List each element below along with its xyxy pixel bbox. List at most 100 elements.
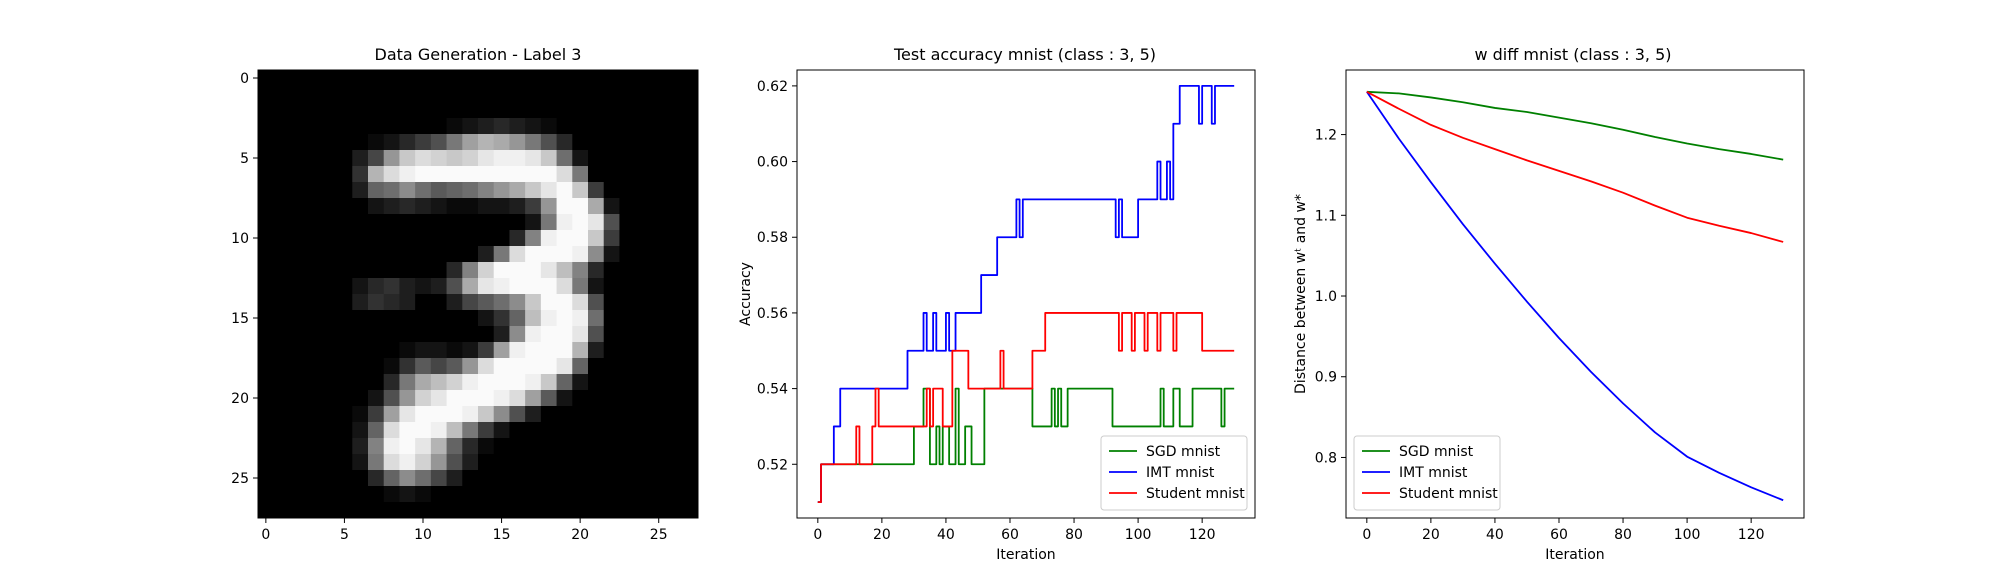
- heatmap-cell: [556, 454, 573, 471]
- heatmap-cell: [399, 134, 416, 151]
- heatmap-xtick-label: 10: [414, 527, 432, 543]
- heatmap-cell: [682, 134, 699, 151]
- heatmap-cell: [556, 294, 573, 311]
- heatmap-cell: [478, 326, 495, 343]
- heatmap-cell: [383, 182, 400, 199]
- heatmap-cell: [415, 422, 432, 439]
- heatmap-cell: [320, 438, 337, 455]
- heatmap-cell: [635, 86, 652, 103]
- heatmap-cell: [415, 70, 432, 87]
- accuracy-ytick-label: 0.60: [757, 155, 788, 171]
- heatmap-cell: [399, 86, 416, 103]
- heatmap-cell: [273, 118, 290, 135]
- heatmap-cell: [635, 358, 652, 375]
- heatmap-cell: [320, 342, 337, 359]
- heatmap-cell: [509, 134, 526, 151]
- heatmap-cell: [462, 422, 479, 439]
- heatmap-cell: [462, 358, 479, 375]
- heatmap-cell: [368, 470, 385, 487]
- heatmap-cell: [635, 326, 652, 343]
- heatmap-cell: [258, 70, 275, 87]
- accuracy-panel: Test accuracy mnist (class : 3, 5) 0 20 40…: [738, 45, 1256, 563]
- heatmap-cell: [540, 182, 557, 199]
- heatmap-cell: [603, 198, 620, 215]
- heatmap-cell: [305, 406, 322, 423]
- heatmap-cell: [493, 198, 510, 215]
- heatmap-cell: [603, 502, 620, 519]
- heatmap-cell: [650, 470, 667, 487]
- heatmap-cell: [336, 134, 353, 151]
- heatmap-cell: [525, 390, 542, 407]
- heatmap-cell: [635, 374, 652, 391]
- heatmap-cell: [258, 166, 275, 183]
- heatmap-cell: [635, 134, 652, 151]
- heatmap-frame: [257, 69, 699, 519]
- heatmap-cell: [478, 134, 495, 151]
- wdiff-ytick-label: 1.0: [1315, 289, 1337, 305]
- heatmap-xtick-label: 0: [261, 527, 270, 543]
- heatmap-cell: [572, 374, 589, 391]
- heatmap-cell: [493, 230, 510, 247]
- heatmap-cell: [525, 182, 542, 199]
- heatmap-cell: [650, 102, 667, 119]
- heatmap-cell: [289, 502, 306, 519]
- heatmap-cell: [588, 390, 605, 407]
- heatmap-cell: [383, 246, 400, 263]
- heatmap-cell: [305, 374, 322, 391]
- heatmap-cell: [289, 470, 306, 487]
- accuracy-ytick-label: 0.62: [757, 79, 788, 95]
- heatmap-cell: [556, 102, 573, 119]
- heatmap-cell: [289, 198, 306, 215]
- heatmap-cell: [635, 310, 652, 327]
- heatmap-cell: [478, 390, 495, 407]
- heatmap-cell: [619, 438, 636, 455]
- heatmap-cell: [320, 102, 337, 119]
- heatmap-cell: [509, 326, 526, 343]
- heatmap-cell: [603, 182, 620, 199]
- heatmap-cell: [336, 422, 353, 439]
- heatmap-cell: [635, 198, 652, 215]
- heatmap-cell: [525, 406, 542, 423]
- heatmap-cell: [462, 246, 479, 263]
- heatmap-cell: [399, 198, 416, 215]
- heatmap-cell: [462, 406, 479, 423]
- accuracy-legend-label: SGD mnist: [1146, 444, 1221, 460]
- heatmap-cell: [368, 102, 385, 119]
- heatmap-cell: [525, 294, 542, 311]
- heatmap-cell: [368, 262, 385, 279]
- heatmap-cell: [603, 246, 620, 263]
- heatmap-cell: [666, 230, 683, 247]
- heatmap-cell: [352, 390, 369, 407]
- heatmap-cell: [399, 390, 416, 407]
- heatmap-cell: [588, 278, 605, 295]
- heatmap-cell: [336, 502, 353, 519]
- heatmap-cell: [603, 70, 620, 87]
- heatmap-cell: [619, 230, 636, 247]
- heatmap-cell: [478, 294, 495, 311]
- heatmap-cell: [603, 326, 620, 343]
- heatmap-cell: [446, 262, 463, 279]
- heatmap-cell: [666, 502, 683, 519]
- heatmap-cell: [462, 438, 479, 455]
- heatmap-cell: [478, 70, 495, 87]
- heatmap-cell: [258, 214, 275, 231]
- heatmap-cell: [399, 454, 416, 471]
- heatmap-cell: [572, 86, 589, 103]
- heatmap-cell: [446, 182, 463, 199]
- heatmap-cell: [352, 246, 369, 263]
- heatmap-cell: [289, 278, 306, 295]
- heatmap-cell: [588, 454, 605, 471]
- heatmap-cell: [383, 134, 400, 151]
- heatmap-cell: [540, 454, 557, 471]
- heatmap-cell: [525, 310, 542, 327]
- heatmap-cell: [603, 214, 620, 231]
- accuracy-ytick-label: 0.58: [757, 230, 788, 246]
- heatmap-cell: [336, 246, 353, 263]
- heatmap-cell: [556, 86, 573, 103]
- heatmap-cell: [666, 166, 683, 183]
- heatmap-cell: [305, 230, 322, 247]
- heatmap-cell: [509, 390, 526, 407]
- wdiff-xtick-label: 20: [1422, 527, 1440, 543]
- heatmap-cell: [399, 214, 416, 231]
- heatmap-cell: [572, 358, 589, 375]
